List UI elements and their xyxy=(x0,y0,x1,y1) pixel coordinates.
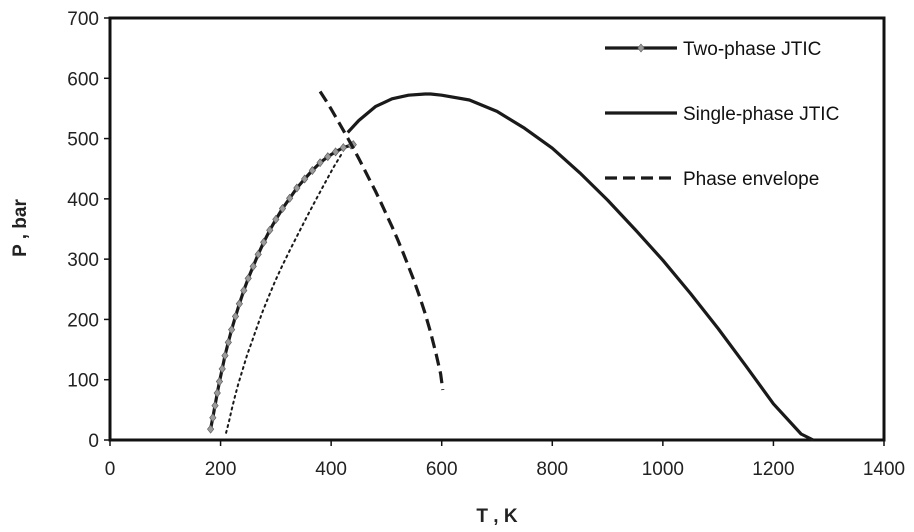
data-point-marker xyxy=(308,166,316,176)
data-point-marker xyxy=(249,261,257,271)
data-point-marker xyxy=(207,424,215,434)
plot-area xyxy=(108,16,886,442)
x-tick-label: 200 xyxy=(205,459,237,480)
data-point-marker xyxy=(254,249,262,259)
data-point-marker xyxy=(324,152,332,162)
data-point-marker xyxy=(228,325,236,335)
y-tick-label: 600 xyxy=(67,69,99,90)
series-line-3 xyxy=(318,90,445,391)
x-tick-label: 800 xyxy=(536,459,568,480)
data-point-marker xyxy=(260,237,268,247)
series-line-2 xyxy=(346,92,814,442)
y-axis-ticks: 0 100 200 300 400 500 600 700 xyxy=(67,9,110,452)
series-line-1 xyxy=(209,143,354,430)
data-point-marker xyxy=(213,388,221,398)
data-point-marker xyxy=(316,158,324,168)
data-point-marker xyxy=(218,364,226,374)
x-tick-label: 0 xyxy=(105,459,116,480)
x-axis-ticks: 0 200 400 600 800 1000 1200 1400 xyxy=(105,440,905,480)
data-point-marker xyxy=(301,174,309,184)
x-tick-label: 1400 xyxy=(863,459,905,480)
data-point-marker xyxy=(231,311,240,321)
data-point-marker xyxy=(240,286,248,295)
data-point-marker xyxy=(224,337,232,347)
legend-label-1: Two-phase JTIC xyxy=(683,39,821,60)
data-point-marker xyxy=(331,147,340,157)
x-tick-label: 600 xyxy=(426,459,458,480)
data-point-marker xyxy=(339,143,347,153)
y-tick-label: 700 xyxy=(67,9,99,30)
y-axis-title: P , bar xyxy=(10,199,31,257)
x-tick-label: 1200 xyxy=(752,459,794,480)
data-point-marker xyxy=(266,225,274,235)
series-group xyxy=(207,90,814,442)
data-point-marker xyxy=(278,204,287,213)
data-point-marker xyxy=(293,183,301,193)
data-point-marker xyxy=(272,214,280,224)
x-tick-label: 1000 xyxy=(642,459,684,480)
x-axis-title: T , K xyxy=(476,506,517,527)
legend-label-2: Single-phase JTIC xyxy=(683,104,839,125)
plot-frame xyxy=(108,16,886,442)
legend-marker xyxy=(637,43,645,53)
y-tick-label: 200 xyxy=(67,310,99,331)
y-tick-label: 400 xyxy=(67,190,99,211)
data-point-marker xyxy=(286,193,294,203)
legend: Two-phase JTIC Single-phase JTIC Phase env… xyxy=(605,39,839,190)
y-tick-label: 300 xyxy=(67,250,99,271)
data-point-marker xyxy=(211,401,219,411)
legend-label-3: Phase envelope xyxy=(683,169,819,190)
data-point-marker xyxy=(244,273,252,283)
y-tick-label: 100 xyxy=(67,371,99,392)
y-tick-label: 0 xyxy=(88,431,99,452)
y-tick-label: 500 xyxy=(67,130,99,151)
data-point-marker xyxy=(221,351,229,361)
x-tick-label: 400 xyxy=(315,459,347,480)
data-point-marker xyxy=(235,299,243,309)
data-point-marker xyxy=(215,377,224,387)
series-line-4 xyxy=(225,152,344,434)
data-point-marker xyxy=(209,413,217,423)
